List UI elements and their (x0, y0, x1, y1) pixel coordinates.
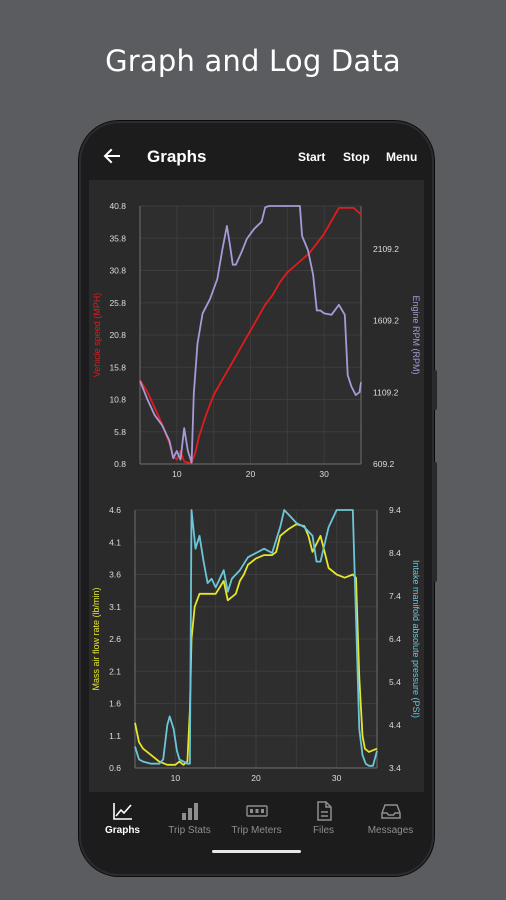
y-tick-label-left: 15.8 (109, 362, 126, 372)
nav-label: Trip Meters (231, 825, 282, 836)
y-tick-label-right: 3.4 (389, 763, 401, 773)
nav-label: Trip Stats (168, 825, 211, 836)
series-line (134, 509, 378, 767)
y-axis-title-left: Mass air flow rate (lb/min) (91, 587, 101, 690)
nav-label: Messages (367, 825, 414, 836)
y-axis-title-left: Vehicle speed (MPH) (92, 293, 102, 378)
y-tick-label-left: 0.6 (109, 763, 121, 773)
file-icon (316, 801, 332, 821)
phone-side-button (433, 462, 437, 582)
y-tick-label-left: 35.8 (109, 233, 126, 243)
y-tick-label-left: 3.6 (109, 570, 121, 580)
y-tick-label-right: 5.4 (389, 677, 401, 687)
y-tick-label-right: 4.4 (389, 720, 401, 730)
home-indicator[interactable] (212, 850, 301, 853)
y-tick-label-left: 4.6 (109, 505, 121, 515)
x-tick-label: 20 (251, 773, 261, 783)
stop-button[interactable]: Stop (343, 150, 370, 164)
y-tick-label-right: 1609.2 (373, 316, 399, 326)
y-tick-label-left: 30.8 (109, 266, 126, 276)
x-tick-label: 10 (171, 773, 181, 783)
y-tick-label-left: 0.8 (114, 459, 126, 469)
app-screen: Graphs Start Stop Menu 40.8 35.8 30.8 25.8 2… (89, 132, 424, 860)
y-axis-title-right: Engine RPM (RPM) (411, 295, 421, 374)
y-tick-label-left: 4.1 (109, 537, 121, 547)
bar-chart-icon (181, 803, 198, 820)
inbox-icon (380, 804, 401, 819)
bottom-navigation: Graphs Trip Stats Trip Meters (89, 792, 424, 860)
menu-button[interactable]: Menu (386, 150, 418, 164)
y-tick-label-left: 20.8 (109, 330, 126, 340)
series-line (139, 206, 362, 464)
x-tick-label: 30 (319, 469, 329, 479)
x-tick-label: 30 (332, 773, 342, 783)
y-tick-label-left: 5.8 (114, 427, 126, 437)
back-arrow-icon[interactable] (102, 146, 122, 166)
y-tick-label-left: 25.8 (109, 298, 126, 308)
x-tick-label: 10 (172, 469, 182, 479)
page-headline: Graph and Log Data (105, 44, 401, 78)
nav-item-files[interactable]: Files (290, 800, 357, 836)
nav-label: Graphs (104, 825, 140, 836)
nav-item-graphs[interactable]: Graphs (89, 800, 156, 836)
y-tick-label-left: 10.8 (109, 395, 126, 405)
y-tick-label-left: 40.8 (109, 201, 126, 211)
series-line (134, 523, 378, 766)
y-tick-label-left: 2.1 (109, 666, 121, 676)
line-chart-icon (112, 803, 132, 820)
start-button[interactable]: Start (298, 150, 326, 164)
y-tick-label-left: 2.6 (109, 634, 121, 644)
y-tick-label-right: 8.4 (389, 548, 401, 558)
y-tick-label-right: 609.2 (373, 459, 395, 469)
series-line (139, 205, 362, 464)
odometer-icon (245, 805, 268, 817)
y-tick-label-right: 7.4 (389, 591, 401, 601)
y-tick-label-right: 1109.2 (373, 387, 399, 397)
page-title: Graphs (147, 147, 207, 166)
maf-map-chart[interactable]: 4.6 4.1 3.6 3.1 2.6 2.1 1.6 1.1 0.6 9.4 8.4 7.4 6.4 5… (89, 504, 424, 789)
y-tick-label-right: 2109.2 (373, 244, 399, 254)
nav-item-trip-stats[interactable]: Trip Stats (156, 800, 223, 836)
y-tick-label-left: 1.6 (109, 699, 121, 709)
nav-item-messages[interactable]: Messages (357, 800, 424, 836)
y-tick-label-left: 3.1 (109, 602, 121, 612)
y-tick-label-right: 9.4 (389, 505, 401, 515)
y-tick-label-left: 1.1 (109, 731, 121, 741)
phone-side-button (433, 370, 437, 410)
y-tick-label-right: 6.4 (389, 634, 401, 644)
nav-label: Files (312, 825, 335, 836)
nav-item-trip-meters[interactable]: Trip Meters (223, 800, 290, 836)
y-axis-title-right: Intake manifold absolute pressure (PSI) (411, 560, 421, 718)
speed-rpm-chart[interactable]: 40.8 35.8 30.8 25.8 20.8 15.8 10.8 5.8 0.8 2109.2… (89, 192, 424, 502)
x-tick-label: 20 (246, 469, 256, 479)
app-bar: Graphs Start Stop Menu (89, 132, 424, 180)
